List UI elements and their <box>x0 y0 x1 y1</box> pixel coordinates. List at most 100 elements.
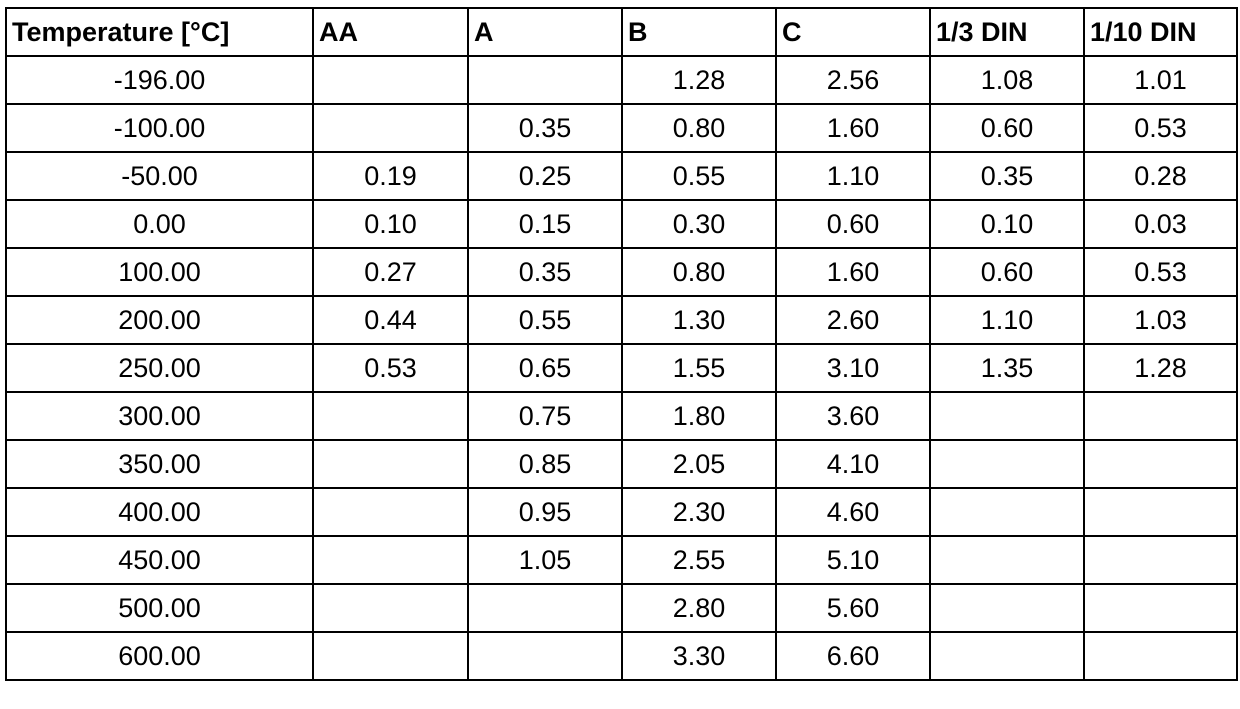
empty-cell <box>467 55 623 105</box>
empty-cell <box>312 103 469 153</box>
table-cell: 300.00 <box>5 391 314 441</box>
table-row: 600.00 3.30 6.60 <box>5 631 1238 681</box>
table-cell: 0.35 <box>467 103 623 153</box>
table-row: -50.00 0.19 0.25 0.55 1.10 0.35 0.28 <box>5 151 1238 201</box>
empty-cell <box>1083 535 1238 585</box>
table-cell: 0.03 <box>1083 199 1238 249</box>
empty-cell <box>312 439 469 489</box>
table-cell: 1.01 <box>1083 55 1238 105</box>
table-cell: 2.30 <box>621 487 777 537</box>
table-cell: 2.56 <box>775 55 931 105</box>
table-cell: 1.08 <box>929 55 1085 105</box>
empty-cell <box>1083 631 1238 681</box>
table-cell: 1.03 <box>1083 295 1238 345</box>
table-cell: -196.00 <box>5 55 314 105</box>
table-cell: 0.15 <box>467 199 623 249</box>
empty-cell <box>467 631 623 681</box>
table-cell: 0.75 <box>467 391 623 441</box>
table-cell: 5.10 <box>775 535 931 585</box>
table-cell: 1.60 <box>775 247 931 297</box>
empty-cell <box>929 583 1085 633</box>
empty-cell <box>1083 583 1238 633</box>
table-cell: 4.60 <box>775 487 931 537</box>
table-row: 500.00 2.80 5.60 <box>5 583 1238 633</box>
header-cell: 1/10 DIN <box>1083 7 1238 57</box>
table-cell: 0.60 <box>775 199 931 249</box>
header-cell: 1/3 DIN <box>929 7 1085 57</box>
table-row: 450.00 1.05 2.55 5.10 <box>5 535 1238 585</box>
table-cell: 0.19 <box>312 151 469 201</box>
table-cell: 5.60 <box>775 583 931 633</box>
table-cell: 6.60 <box>775 631 931 681</box>
empty-cell <box>312 55 469 105</box>
table-cell: 0.10 <box>312 199 469 249</box>
table-cell: 200.00 <box>5 295 314 345</box>
table-cell: 0.44 <box>312 295 469 345</box>
table-cell: 0.55 <box>467 295 623 345</box>
table-cell: 1.28 <box>1083 343 1238 393</box>
table-cell: 4.10 <box>775 439 931 489</box>
table-cell: 0.65 <box>467 343 623 393</box>
table-cell: 1.28 <box>621 55 777 105</box>
table-cell: 250.00 <box>5 343 314 393</box>
table-cell: -100.00 <box>5 103 314 153</box>
table-cell: 1.30 <box>621 295 777 345</box>
header-row: Temperature [°C] AA A B C 1/3 DIN 1/10 DIN <box>5 7 1238 57</box>
table-cell: 100.00 <box>5 247 314 297</box>
table-cell: 0.60 <box>929 247 1085 297</box>
table-row: 300.00 0.75 1.80 3.60 <box>5 391 1238 441</box>
table-cell: 0.95 <box>467 487 623 537</box>
table-row: 0.00 0.10 0.15 0.30 0.60 0.10 0.03 <box>5 199 1238 249</box>
table-cell: 0.53 <box>312 343 469 393</box>
empty-cell <box>312 391 469 441</box>
empty-cell <box>1083 391 1238 441</box>
table-cell: 0.80 <box>621 103 777 153</box>
table-cell: 0.35 <box>467 247 623 297</box>
table-cell: 0.27 <box>312 247 469 297</box>
empty-cell <box>929 631 1085 681</box>
table-cell: 0.60 <box>929 103 1085 153</box>
table-row: -196.00 1.28 2.56 1.08 1.01 <box>5 55 1238 105</box>
table-cell: 3.10 <box>775 343 931 393</box>
table-cell: 1.60 <box>775 103 931 153</box>
table-row: 100.00 0.27 0.35 0.80 1.60 0.60 0.53 <box>5 247 1238 297</box>
table-cell: 600.00 <box>5 631 314 681</box>
table-cell: 0.00 <box>5 199 314 249</box>
empty-cell <box>312 487 469 537</box>
table-cell: 0.28 <box>1083 151 1238 201</box>
empty-cell <box>929 487 1085 537</box>
empty-cell <box>929 391 1085 441</box>
empty-cell <box>929 439 1085 489</box>
empty-cell <box>312 631 469 681</box>
table-cell: 3.30 <box>621 631 777 681</box>
table-cell: 1.80 <box>621 391 777 441</box>
header-cell: AA <box>312 7 469 57</box>
table-cell: 0.30 <box>621 199 777 249</box>
table-row: -100.00 0.35 0.80 1.60 0.60 0.53 <box>5 103 1238 153</box>
table-cell: 0.85 <box>467 439 623 489</box>
header-cell: Temperature [°C] <box>5 7 314 57</box>
table-cell: 3.60 <box>775 391 931 441</box>
table-cell: 0.35 <box>929 151 1085 201</box>
table-row: 400.00 0.95 2.30 4.60 <box>5 487 1238 537</box>
table-cell: 0.80 <box>621 247 777 297</box>
header-cell: A <box>467 7 623 57</box>
table-cell: 1.55 <box>621 343 777 393</box>
table-cell: 350.00 <box>5 439 314 489</box>
table-cell: 0.55 <box>621 151 777 201</box>
table-cell: 450.00 <box>5 535 314 585</box>
table-cell: 1.10 <box>929 295 1085 345</box>
empty-cell <box>312 583 469 633</box>
empty-cell <box>312 535 469 585</box>
empty-cell <box>929 535 1085 585</box>
table-cell: 0.53 <box>1083 247 1238 297</box>
table-cell: 0.10 <box>929 199 1085 249</box>
table-cell: 2.55 <box>621 535 777 585</box>
table-row: 200.00 0.44 0.55 1.30 2.60 1.10 1.03 <box>5 295 1238 345</box>
empty-cell <box>1083 487 1238 537</box>
table-cell: 0.53 <box>1083 103 1238 153</box>
table-cell: 500.00 <box>5 583 314 633</box>
table-cell: 400.00 <box>5 487 314 537</box>
data-table: Temperature [°C] AA A B C 1/3 DIN 1/10 DIN -19… <box>5 7 1238 681</box>
table-row: 350.00 0.85 2.05 4.10 <box>5 439 1238 489</box>
